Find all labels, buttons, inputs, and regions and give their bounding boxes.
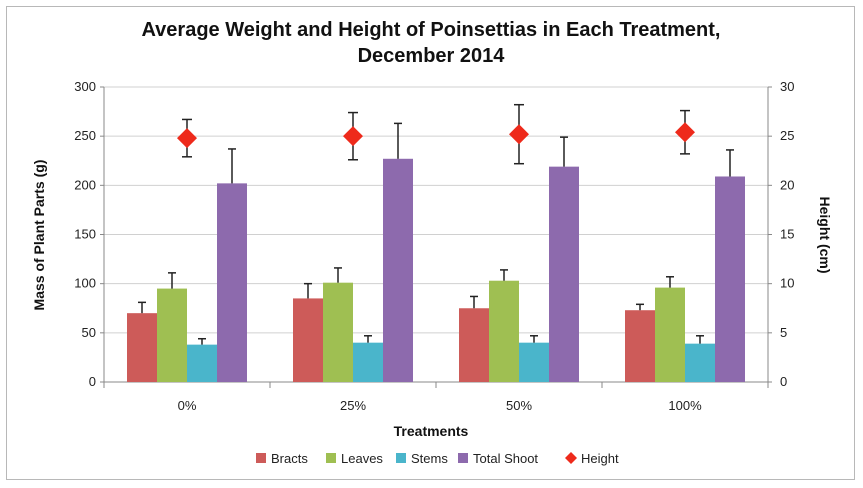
height-marker (675, 122, 695, 143)
bar-bracts (293, 298, 323, 382)
x-tick-label: 50% (506, 398, 532, 413)
y-right-tick-label: 5 (780, 325, 787, 340)
bar-leaves (489, 280, 519, 382)
bar-bracts (625, 310, 655, 382)
bar-total-shoot (217, 183, 247, 382)
bar-total-shoot (715, 176, 745, 382)
y-tick-label: 150 (74, 227, 96, 242)
bar-stems (353, 342, 383, 382)
bar-bracts (459, 308, 489, 382)
legend-swatch (256, 453, 266, 463)
x-tick-label: 100% (668, 398, 702, 413)
x-tick-label: 0% (178, 398, 197, 413)
y-axis-right-title: Height (cm) (817, 197, 833, 274)
bar-stems (187, 344, 217, 382)
y-right-tick-label: 0 (780, 374, 787, 389)
legend-label: Leaves (341, 451, 383, 466)
bar-leaves (655, 287, 685, 382)
y-right-tick-label: 25 (780, 128, 794, 143)
height-marker (343, 126, 363, 147)
bar-total-shoot (549, 166, 579, 382)
bar-stems (685, 343, 715, 382)
y-right-tick-label: 10 (780, 276, 794, 291)
x-axis-title: Treatments (394, 423, 469, 439)
y-tick-label: 300 (74, 79, 96, 94)
y-tick-label: 250 (74, 128, 96, 143)
legend-swatch (565, 452, 577, 464)
y-tick-label: 0 (89, 374, 96, 389)
chart-title: Average Weight and Height of Poinsettias… (141, 19, 720, 41)
y-right-tick-label: 15 (780, 227, 794, 242)
height-marker (509, 124, 529, 145)
legend-label: Total Shoot (473, 451, 538, 466)
chart-title-line-2: December 2014 (358, 45, 506, 67)
bar-stems (519, 342, 549, 382)
height-marker (177, 128, 197, 149)
legend-label: Height (581, 451, 619, 466)
y-tick-label: 50 (82, 325, 96, 340)
bar-total-shoot (383, 158, 413, 382)
legend-swatch (326, 453, 336, 463)
bar-bracts (127, 313, 157, 382)
y-right-tick-label: 20 (780, 177, 794, 192)
legend-swatch (458, 453, 468, 463)
bar-leaves (157, 288, 187, 382)
y-tick-label: 100 (74, 276, 96, 291)
y-right-tick-label: 30 (780, 79, 794, 94)
chart-frame (6, 6, 855, 480)
legend-label: Stems (411, 451, 448, 466)
bar-leaves (323, 282, 353, 382)
y-tick-label: 200 (74, 177, 96, 192)
y-axis-title: Mass of Plant Parts (g) (31, 160, 47, 311)
x-tick-label: 25% (340, 398, 366, 413)
legend-swatch (396, 453, 406, 463)
legend-label: Bracts (271, 451, 308, 466)
